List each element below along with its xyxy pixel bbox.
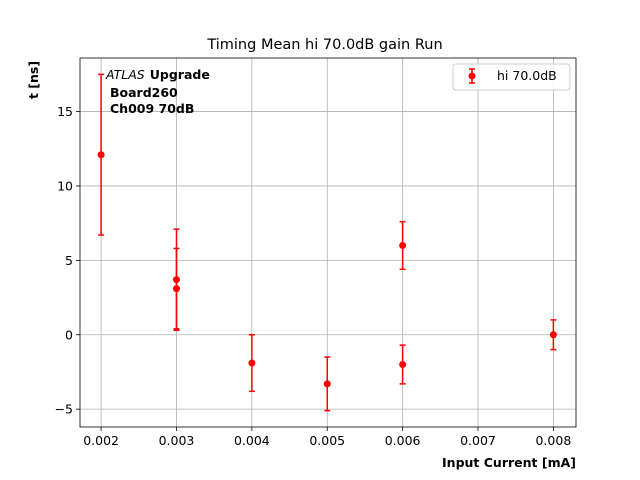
annotation-upgrade: Upgrade [150,67,210,82]
data-point [97,151,105,159]
x-tick-label: 0.005 [309,433,345,448]
x-tick-label: 0.003 [159,433,195,448]
x-tick-label: 0.002 [83,433,119,448]
y-tick-label: 10 [57,178,73,193]
plot-frame [79,57,577,428]
legend-marker [468,72,476,80]
series-layer [97,73,557,412]
legend-box [452,63,571,91]
y-tick-label: −5 [55,402,73,417]
legend: hi 70.0dB [452,63,571,91]
y-tick-label: 15 [57,104,73,119]
annotation-line-3: Ch009 70dB [110,101,194,116]
y-tick-label: 5 [65,253,73,268]
y-tick-label: 0 [65,327,73,342]
x-tick-label: 0.007 [460,433,496,448]
data-point [549,331,557,339]
data-point [323,380,331,388]
data-point [399,361,407,369]
data-point [399,241,407,249]
x-tick-label: 0.006 [385,433,421,448]
x-tick-label: 0.004 [234,433,270,448]
data-point [172,285,180,293]
y-axis-label: t [ns] [26,61,41,99]
annotation-line-1: ATLAS Upgrade [105,67,210,82]
atlas-annotation: ATLAS Upgrade Board260 Ch009 70dB [105,67,210,116]
x-axis-label: Input Current [mA] [442,455,576,470]
annotation-atlas: ATLAS [105,67,145,82]
tick-layer: 0.002 0.003 0.004 0.005 0.006 0.007 0.008 −5 0 5 1… [55,104,572,448]
chart-title: Timing Mean hi 70.0dB gain Run [206,37,442,53]
annotation-line-2: Board260 [110,85,178,100]
x-tick-label: 0.008 [535,433,571,448]
data-point [248,359,256,367]
legend-label: hi 70.0dB [497,68,557,83]
